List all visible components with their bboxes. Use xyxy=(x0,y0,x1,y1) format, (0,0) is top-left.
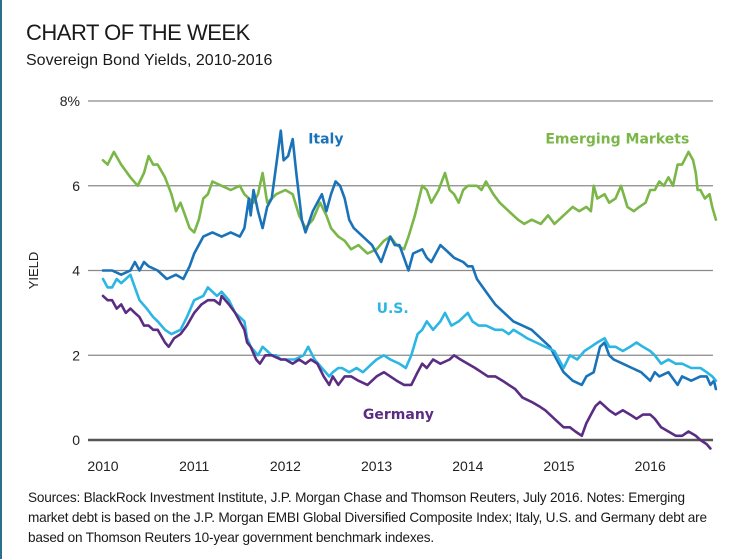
y-tick-label: 0 xyxy=(72,432,80,448)
gridlines xyxy=(88,100,713,442)
y-tick-label: 8% xyxy=(60,93,80,109)
series-line-italy xyxy=(101,129,718,391)
series-label-u-s: U.S. xyxy=(377,301,409,317)
series-labels: Italy Emerging Markets U.S. Germany xyxy=(308,131,689,422)
series-line-u-s xyxy=(101,273,718,382)
series-line-germany xyxy=(101,294,712,450)
series-lines xyxy=(101,129,718,450)
page-title: CHART OF THE WEEK xyxy=(26,20,250,45)
x-tick-label: 2012 xyxy=(270,458,301,474)
series-label-emerging-markets: Emerging Markets xyxy=(545,131,689,147)
series-label-germany: Germany xyxy=(363,407,434,423)
x-tick-label: 2013 xyxy=(361,458,392,474)
y-tick-label: 2 xyxy=(72,347,80,363)
y-axis-label: YIELD xyxy=(26,252,41,290)
y-axis-ticks: 0 2 4 6 8% xyxy=(60,93,80,448)
y-tick-label: 6 xyxy=(72,178,80,194)
x-tick-label: 2015 xyxy=(543,458,574,474)
series-line-emerging-markets xyxy=(101,150,718,255)
x-tick-label: 2016 xyxy=(635,458,666,474)
line-chart: 0 2 4 6 8% 2010 2011 2012 2013 2014 2015 2016 YIEL… xyxy=(26,93,718,474)
x-tick-label: 2011 xyxy=(179,458,209,474)
x-tick-label: 2014 xyxy=(452,458,483,474)
source-footnote: Sources: BlackRock Investment Institute,… xyxy=(28,490,707,545)
y-tick-label: 4 xyxy=(72,263,80,279)
series-label-italy: Italy xyxy=(308,131,343,147)
chart-subtitle: Sovereign Bond Yields, 2010-2016 xyxy=(26,52,273,69)
x-axis-ticks: 2010 2011 2012 2013 2014 2015 2016 xyxy=(87,458,666,474)
left-border-rule xyxy=(0,0,2,559)
x-tick-label: 2010 xyxy=(87,458,118,474)
